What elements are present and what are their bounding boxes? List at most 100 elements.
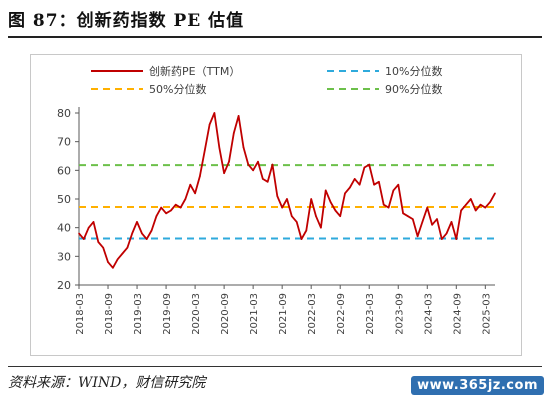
x-tick-label: 2018-03 (75, 293, 86, 335)
pe-point (494, 192, 496, 195)
x-tick-label: 2021-09 (278, 293, 289, 335)
title-rule (8, 36, 542, 38)
pe-point (349, 186, 351, 189)
pe-point (286, 198, 288, 200)
pe-point (339, 215, 342, 217)
x-tick-label: 2022-09 (336, 293, 347, 335)
pe-point (363, 166, 366, 169)
pe-point (237, 115, 240, 117)
y-tick-label: 40 (57, 222, 71, 235)
pe-point (194, 192, 196, 195)
pe-point (136, 221, 138, 223)
pe-point (373, 183, 375, 186)
pe-point (470, 198, 472, 200)
chart-panel: 创新药PE（TTM） 10%分位数 50%分位数 90%分位数 20 30 40 50 60 7… (30, 54, 522, 356)
pe-point (174, 203, 177, 206)
pe-point (203, 149, 206, 152)
pe-point (431, 224, 433, 226)
pe-point (107, 261, 109, 263)
pe-point (440, 238, 443, 240)
x-tick-label: 2025-03 (481, 293, 492, 335)
pe-point (305, 229, 308, 232)
x-tick-label: 2024-03 (423, 293, 434, 335)
x-tick-label: 2023-03 (365, 293, 376, 335)
pe-point (83, 238, 85, 240)
x-tick-label: 2022-03 (307, 293, 318, 335)
pe-point (160, 206, 163, 209)
y-tick-label: 50 (57, 193, 71, 206)
chart-axes: 20 30 40 50 60 70 80 (57, 107, 495, 292)
pe-point (344, 192, 346, 195)
pe-point (179, 206, 182, 209)
pe-point (445, 232, 448, 235)
pe-point (460, 209, 462, 212)
pe-point (402, 212, 404, 215)
legend-label: 50%分位数 (149, 82, 206, 96)
pe-point (126, 246, 129, 249)
pe-point (271, 163, 274, 166)
footer-rule (8, 366, 542, 367)
pe-point (165, 212, 167, 215)
series-layer (78, 112, 496, 269)
pe-point (358, 183, 361, 186)
y-tick-label: 60 (57, 164, 71, 177)
pe-point (489, 201, 491, 203)
pe-point (78, 232, 80, 235)
pe-point (155, 215, 158, 217)
pe-point (295, 221, 298, 223)
x-tick-label: 2018-09 (104, 293, 115, 335)
pe-point (228, 160, 230, 163)
pe-point (300, 238, 303, 240)
pe-point (266, 181, 269, 183)
pe-point (276, 195, 279, 197)
pe-point (223, 172, 225, 174)
pe-point (150, 229, 153, 232)
site-watermark: www.365jz.com (411, 376, 544, 395)
pe-point (484, 206, 487, 209)
x-tick-label: 2020-03 (191, 293, 202, 335)
pe-point (411, 218, 414, 220)
pe-point (184, 198, 187, 200)
pe-point (407, 215, 409, 217)
pe-point (247, 163, 250, 166)
pe-point (92, 221, 95, 223)
pe-point (329, 201, 332, 203)
reference-lines (79, 164, 495, 240)
pe-point (392, 189, 395, 192)
pe-point (213, 112, 216, 114)
pe-point (334, 209, 337, 212)
pe-point (218, 146, 221, 149)
pe-point (87, 226, 90, 229)
legend-label: 90%分位数 (385, 82, 442, 96)
pe-point (291, 215, 293, 217)
pe-point (189, 183, 192, 186)
pe-point (368, 163, 371, 166)
pe-point (102, 246, 104, 249)
pe-point (112, 267, 114, 269)
pe-point (116, 258, 119, 260)
pe-point (121, 252, 124, 255)
pe-point (170, 209, 172, 212)
y-tick-label: 30 (57, 250, 71, 263)
x-tick-label: 2024-09 (452, 293, 463, 335)
x-tick-label: 2023-09 (394, 293, 405, 335)
figure-title: 图 87：创新药指数 PE 估值 (8, 11, 245, 31)
x-tick-label: 2019-09 (162, 293, 173, 335)
pe-point (310, 198, 312, 200)
pe-point (324, 189, 327, 192)
pe-point (465, 203, 467, 206)
pe-point (421, 221, 424, 223)
pe-point (436, 218, 438, 220)
pe-point (208, 123, 211, 126)
pe-point (320, 226, 322, 229)
y-tick-label: 20 (57, 279, 71, 292)
legend-label: 10%分位数 (385, 64, 442, 78)
pe-point (353, 178, 356, 180)
pe-point (387, 206, 390, 209)
pe-point (232, 132, 235, 134)
chart-legend: 创新药PE（TTM） 10%分位数 50%分位数 90%分位数 (91, 64, 442, 96)
pe-point (257, 160, 259, 163)
y-tick-label: 70 (57, 136, 71, 149)
x-tick-labels: 2018-03 2018-09 2019-03 2019-09 2020-03 2020-… (75, 293, 492, 335)
pe-point (131, 232, 134, 235)
